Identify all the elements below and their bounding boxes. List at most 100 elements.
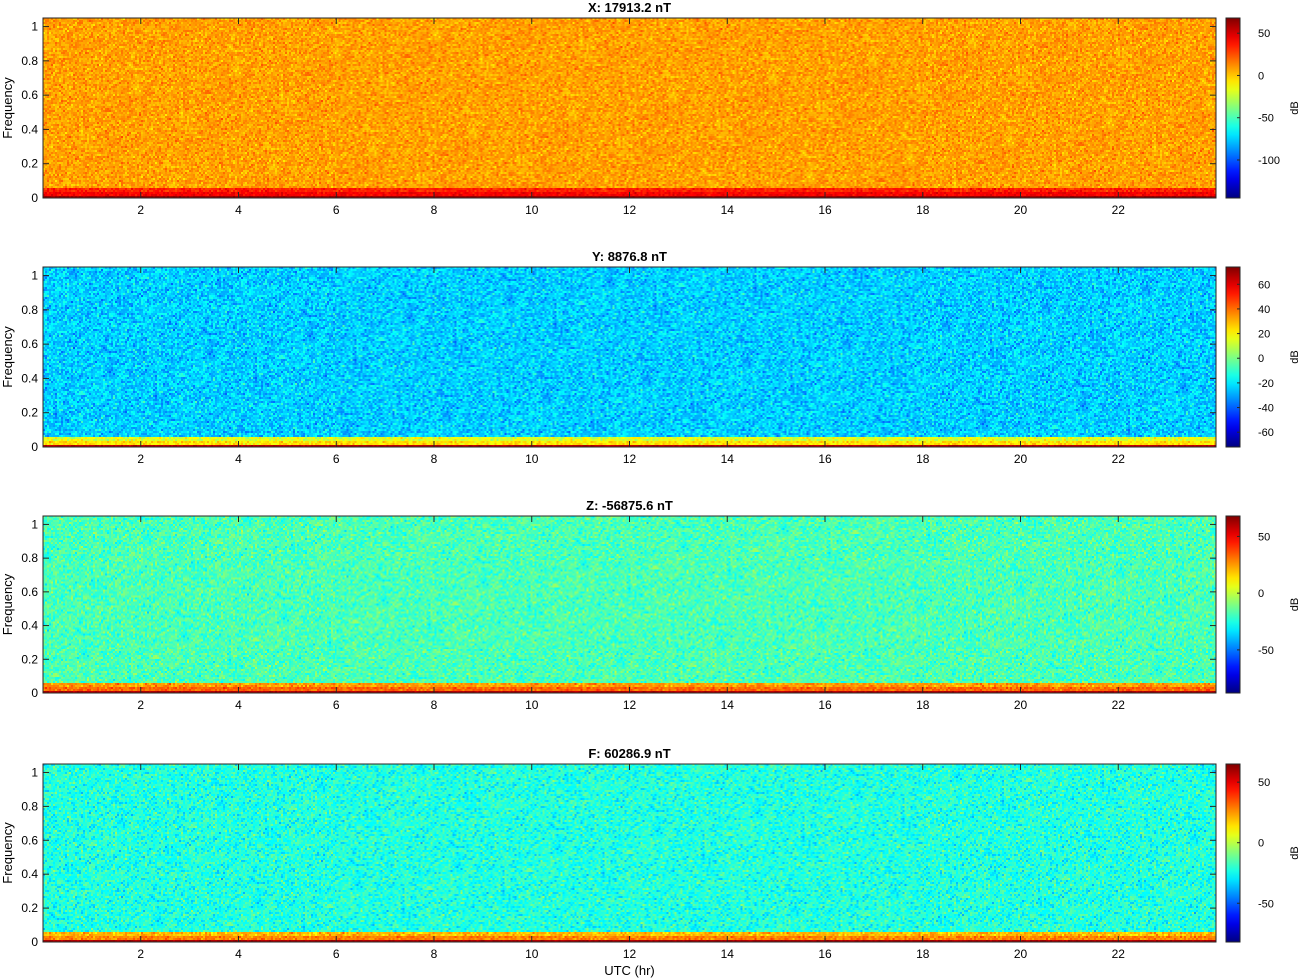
y-tick-label: 0.6: [21, 88, 38, 102]
colorbar: [1225, 17, 1241, 199]
panel-title: Z: -56875.6 nT: [586, 498, 673, 513]
colorbar: [1225, 266, 1241, 448]
y-tick-label: 0.6: [21, 833, 38, 847]
y-tick-label: 0.4: [21, 867, 38, 881]
x-tick-label: 20: [1014, 452, 1028, 466]
x-tick-label: 12: [623, 203, 637, 217]
y-tick-label: 0.6: [21, 585, 38, 599]
x-tick-label: 4: [235, 947, 242, 961]
y-tick-label: 0.2: [21, 157, 38, 171]
y-tick-label: 0.2: [21, 901, 38, 915]
y-tick-label: 0.2: [21, 406, 38, 420]
x-tick-label: 16: [818, 947, 832, 961]
colorbar-tick-label: 50: [1258, 28, 1270, 40]
y-axis-label: Frequency: [0, 77, 15, 139]
spectrogram-panel-z: 2 4 6 8 10 12 14 16 18 20 22 0 0.2 0.4 0.6 0.8 1 Z: -5687…: [0, 498, 1301, 712]
colorbar-tick-label: 0: [1258, 588, 1264, 600]
spectrogram-image: [43, 267, 1216, 447]
colorbar: [1225, 763, 1241, 943]
y-tick-label: 1: [31, 517, 38, 531]
y-tick-label: 0.4: [21, 619, 38, 633]
x-tick-label: 20: [1014, 203, 1028, 217]
colorbar-tick-label: -50: [1258, 113, 1274, 125]
y-tick-label: 1: [31, 20, 38, 34]
y-tick-label: 1: [31, 765, 38, 779]
panel-title: Y: 8876.8 nT: [592, 249, 667, 264]
x-tick-label: 12: [623, 947, 637, 961]
colorbar-tick-label: -50: [1258, 898, 1274, 910]
x-tick-label: 2: [137, 698, 144, 712]
x-tick-label: 6: [333, 947, 340, 961]
y-axis-label: Frequency: [0, 573, 15, 635]
x-tick-label: 16: [818, 698, 832, 712]
y-tick-label: 1: [31, 269, 38, 283]
spectrogram-image: [43, 516, 1216, 693]
x-tick-label: 4: [235, 698, 242, 712]
x-tick-label: 22: [1112, 452, 1126, 466]
colorbar-label: dB: [1289, 101, 1301, 114]
colorbar-tick-label: -50: [1258, 645, 1274, 657]
x-tick-label: 14: [721, 698, 735, 712]
x-tick-label: 14: [721, 947, 735, 961]
y-tick-label: 0: [31, 191, 38, 205]
x-tick-label: 8: [431, 452, 438, 466]
x-tick-label: 18: [916, 947, 930, 961]
x-tick-label: 16: [818, 452, 832, 466]
y-tick-label: 0.8: [21, 799, 38, 813]
x-tick-label: 6: [333, 203, 340, 217]
y-tick-label: 0: [31, 440, 38, 454]
x-tick-label: 20: [1014, 947, 1028, 961]
x-tick-label: 22: [1112, 947, 1126, 961]
colorbar-label: dB: [1289, 598, 1301, 611]
colorbar-tick-label: 20: [1258, 329, 1270, 341]
y-tick-label: 0.6: [21, 337, 38, 351]
x-tick-label: 16: [818, 203, 832, 217]
y-tick-label: 0.2: [21, 652, 38, 666]
colorbar-tick-label: 0: [1258, 70, 1264, 82]
x-tick-label: 10: [525, 203, 539, 217]
x-tick-label: 18: [916, 452, 930, 466]
colorbar-tick-label: 50: [1258, 777, 1270, 789]
colorbar-tick-label: 0: [1258, 353, 1264, 365]
colorbar-tick-label: 60: [1258, 279, 1270, 291]
x-tick-label: 12: [623, 452, 637, 466]
y-tick-label: 0.4: [21, 122, 38, 136]
spectrogram-panel-x: 2 4 6 8 10 12 14 16 18 20 22 0 0.2 0.4 0.6 0.8 1 X: 17913…: [0, 0, 1301, 217]
x-tick-label: 2: [137, 452, 144, 466]
x-tick-label: 12: [623, 698, 637, 712]
spectrogram-image: [43, 18, 1216, 198]
y-tick-label: 0.8: [21, 551, 38, 565]
x-tick-label: 4: [235, 452, 242, 466]
x-tick-label: 18: [916, 698, 930, 712]
spectrogram-panel-y: 2 4 6 8 10 12 14 16 18 20 22 0 0.2 0.4 0.6 0.8 1 Y: 8876.…: [0, 249, 1301, 466]
colorbar-tick-label: -100: [1258, 155, 1280, 167]
x-tick-label: 2: [137, 203, 144, 217]
x-tick-label: 8: [431, 203, 438, 217]
x-tick-label: 10: [525, 698, 539, 712]
x-tick-label: 22: [1112, 203, 1126, 217]
y-tick-label: 0.8: [21, 303, 38, 317]
colorbar-tick-label: -40: [1258, 403, 1274, 415]
y-tick-label: 0: [31, 935, 38, 949]
colorbar: [1225, 515, 1241, 694]
x-tick-label: 10: [525, 947, 539, 961]
x-tick-label: 2: [137, 947, 144, 961]
colorbar-label: dB: [1289, 846, 1301, 859]
x-tick-label: 18: [916, 203, 930, 217]
x-tick-label: 14: [721, 452, 735, 466]
x-tick-label: 4: [235, 203, 242, 217]
colorbar-tick-label: -60: [1258, 427, 1274, 439]
panel-title: X: 17913.2 nT: [588, 0, 671, 15]
x-tick-label: 14: [721, 203, 735, 217]
colorbar-tick-label: -20: [1258, 378, 1274, 390]
x-axis-label: UTC (hr): [604, 963, 655, 978]
colorbar-tick-label: 50: [1258, 531, 1270, 543]
y-axis-label: Frequency: [0, 326, 15, 388]
y-tick-label: 0.8: [21, 54, 38, 68]
y-axis-label: Frequency: [0, 822, 15, 884]
colorbar-label: dB: [1289, 350, 1301, 363]
x-tick-label: 10: [525, 452, 539, 466]
spectrogram-image: [43, 764, 1216, 942]
colorbar-tick-label: 40: [1258, 304, 1270, 316]
